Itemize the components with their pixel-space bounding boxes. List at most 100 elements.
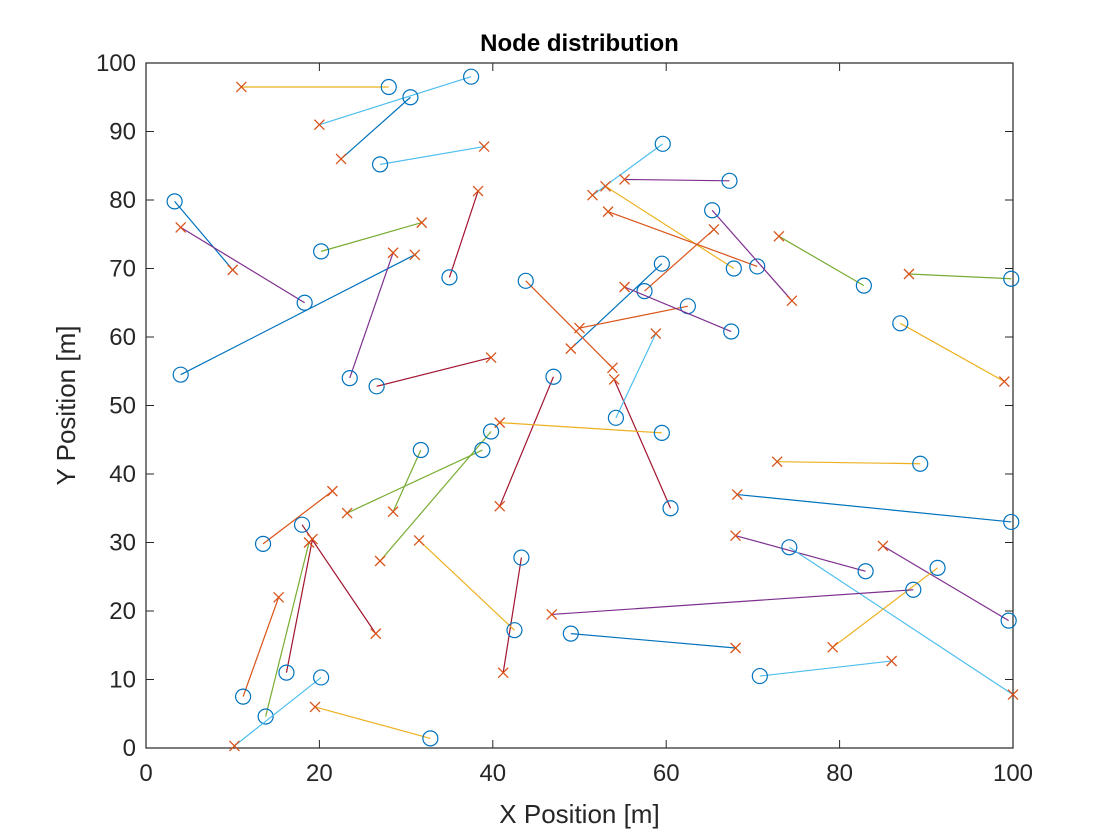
movement-line (376, 356, 492, 387)
start-position-circle (506, 622, 523, 639)
movement-line (180, 226, 305, 304)
movement-line (379, 145, 485, 165)
movement-line (624, 286, 732, 333)
movement-line (314, 706, 431, 739)
end-position-cross (303, 537, 315, 548)
end-position-cross (606, 362, 618, 374)
movement-line (301, 524, 377, 634)
end-position-cross (608, 374, 620, 385)
start-position-circle (441, 269, 458, 286)
node-path-node-6 (175, 221, 313, 311)
node-path-node-29 (771, 455, 929, 472)
start-position-circle (278, 664, 295, 681)
end-position-cross (650, 328, 662, 340)
movement-line (711, 209, 793, 302)
node-path-node-1 (235, 78, 397, 96)
movement-line (285, 538, 314, 673)
node-path-node-3 (335, 89, 419, 165)
y-tick-label: 40 (109, 461, 136, 488)
end-position-cross (827, 641, 839, 653)
axes-box (145, 62, 1014, 749)
end-position-cross (341, 507, 353, 519)
y-tick-label: 90 (109, 119, 136, 146)
y-tick-label: 80 (109, 187, 136, 214)
start-position-circle (749, 258, 766, 275)
end-position-cross (335, 153, 347, 165)
start-position-circle (254, 535, 272, 552)
node-path-node-8 (172, 249, 421, 383)
movement-line (570, 263, 663, 350)
movement-line (499, 422, 662, 434)
end-position-cross (602, 206, 614, 218)
movement-line (624, 178, 730, 182)
movement-line (346, 449, 483, 514)
node-path-node-49 (309, 701, 439, 747)
node-path-node-35 (546, 581, 922, 620)
end-position-cross (730, 530, 742, 542)
start-position-circle (1003, 513, 1020, 531)
start-position-circle (636, 283, 653, 300)
end-position-cross (619, 281, 631, 293)
movement-line (525, 280, 613, 369)
end-position-cross (877, 540, 889, 552)
node-path-node-46 (257, 537, 315, 725)
movement-line (340, 96, 411, 160)
start-position-circle (654, 135, 671, 152)
movement-line (265, 542, 310, 717)
movement-line (607, 211, 758, 268)
x-tick-label: 0 (139, 760, 152, 787)
start-position-circle (482, 423, 500, 440)
node-path-node-34 (827, 559, 946, 653)
end-position-cross (175, 221, 187, 233)
node-path-node-31 (730, 530, 874, 580)
data-layer (166, 68, 1020, 752)
movement-line (262, 490, 333, 545)
end-position-cross (478, 141, 490, 153)
start-position-circle (517, 272, 534, 289)
end-position-cross (387, 247, 399, 259)
start-position-circle (513, 549, 530, 566)
node-path-node-4 (371, 141, 490, 173)
end-position-cross (228, 740, 240, 752)
movement-line (570, 633, 736, 649)
y-tick-label: 0 (123, 735, 136, 762)
node-path-node-27 (903, 268, 1020, 287)
end-position-cross (235, 81, 247, 93)
chart-title: Node distribution (480, 30, 679, 57)
node-path-node-44 (293, 516, 382, 640)
start-position-circle (545, 368, 562, 385)
start-position-circle (912, 455, 929, 472)
end-position-cross (326, 485, 338, 497)
end-position-cross (416, 217, 428, 229)
node-path-node-40 (374, 423, 500, 567)
y-tick-label: 100 (96, 50, 136, 77)
movement-line (777, 461, 921, 465)
node-path-node-16 (704, 202, 798, 307)
movement-line (908, 273, 1012, 280)
node-path-node-43 (254, 485, 338, 552)
end-position-cross (494, 500, 506, 512)
start-position-circle (892, 315, 909, 332)
y-axis-ticks: 0 10 20 30 40 50 60 70 80 90 100 (96, 50, 1013, 762)
movement-line (379, 431, 492, 562)
node-path-node-10 (441, 185, 484, 286)
movement-line (615, 333, 657, 419)
end-position-cross (409, 249, 421, 261)
y-tick-label: 10 (109, 667, 136, 694)
end-position-cross (273, 591, 285, 603)
node-path-node-17 (636, 223, 720, 300)
start-position-circle (704, 202, 721, 219)
y-tick-label: 20 (109, 598, 136, 625)
node-path-node-12 (587, 135, 671, 201)
start-position-circle (781, 539, 798, 556)
movement-line (737, 493, 1012, 523)
node-path-node-38 (497, 549, 530, 679)
end-position-cross (708, 223, 720, 235)
node-path-node-14 (600, 180, 742, 277)
end-position-cross (731, 489, 743, 501)
start-position-circle (607, 409, 625, 426)
movement-line (778, 235, 865, 287)
node-path-node-30 (731, 489, 1020, 531)
node-path-node-15 (602, 206, 766, 275)
start-position-circle (725, 260, 742, 277)
